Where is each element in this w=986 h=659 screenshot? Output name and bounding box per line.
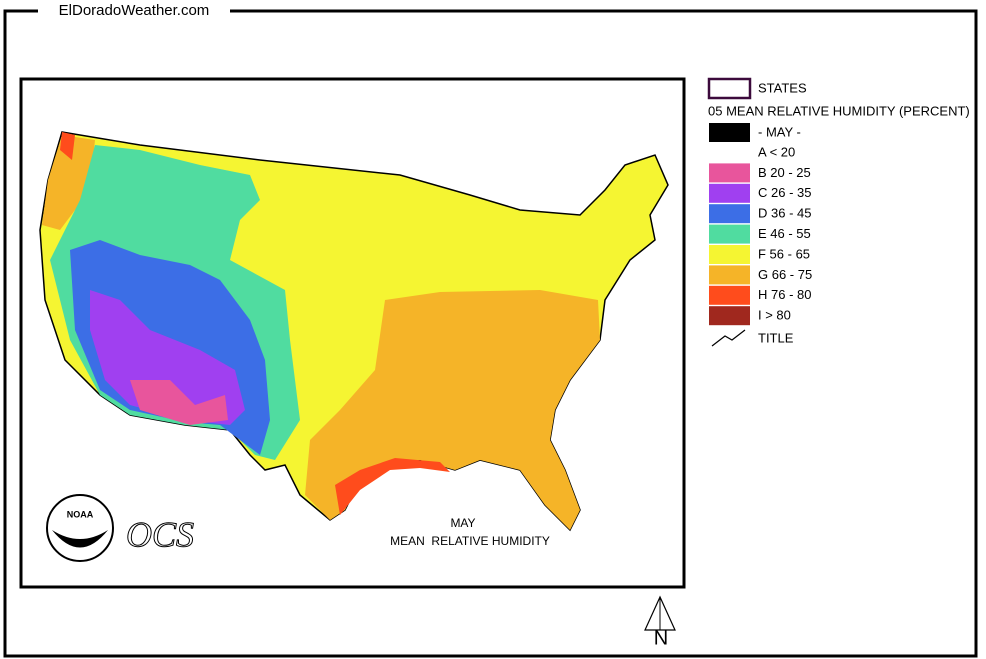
legend-swatch [709, 163, 750, 183]
states-swatch [707, 77, 752, 100]
legend-label: D 36 - 45 [758, 206, 811, 221]
legend-items: A < 20 B 20 - 25 C 26 - 35 D 36 - 45 E 46 - … [709, 143, 812, 326]
title-icon [711, 329, 746, 347]
legend-swatch [709, 143, 750, 162]
legend-label: H 76 - 80 [758, 287, 811, 302]
legend-swatch [709, 183, 750, 203]
us-map [39, 131, 669, 532]
header-bg [38, 2, 230, 20]
legend-swatch [709, 204, 750, 224]
legend-states: STATES [758, 80, 807, 95]
legend-swatch [709, 224, 750, 244]
outer-frame [3, 9, 978, 658]
zone-c [90, 290, 245, 425]
ocs-mark: OCS [126, 514, 194, 554]
humid-northwest [42, 135, 95, 230]
north-label: N [654, 627, 668, 649]
legend-period: - MAY - [758, 124, 801, 139]
zone-h-coast [335, 458, 450, 515]
legend-swatch [709, 245, 750, 264]
logo-circle [46, 494, 114, 562]
zone-h-nw [60, 132, 75, 160]
legend-swatch [709, 285, 750, 305]
period-swatch [709, 123, 750, 142]
map-title-month: MAY [450, 516, 475, 530]
zone-b [130, 380, 228, 425]
legend-label: B 20 - 25 [758, 165, 811, 180]
legend-swatch [709, 306, 750, 326]
legend-label: C 26 - 35 [758, 185, 811, 200]
legend-label: E 46 - 55 [758, 226, 811, 241]
noaa-logo: NOAA [46, 494, 114, 562]
map-title: MEAN RELATIVE HUMIDITY [390, 534, 550, 548]
legend-swatch [709, 265, 750, 285]
legend-title: TITLE [758, 330, 794, 345]
legend-heading: 05 MEAN RELATIVE HUMIDITY (PERCENT) [708, 103, 970, 118]
logo-text: NOAA [67, 509, 94, 519]
legend-label: A < 20 [758, 144, 795, 159]
site-name: ElDoradoWeather.com [59, 2, 210, 19]
logo-wave [52, 530, 108, 548]
legend-label: F 56 - 65 [758, 246, 810, 261]
legend-label: I > 80 [758, 308, 791, 323]
legend-label: G 66 - 75 [758, 267, 812, 282]
north-arrow: N [644, 595, 676, 649]
